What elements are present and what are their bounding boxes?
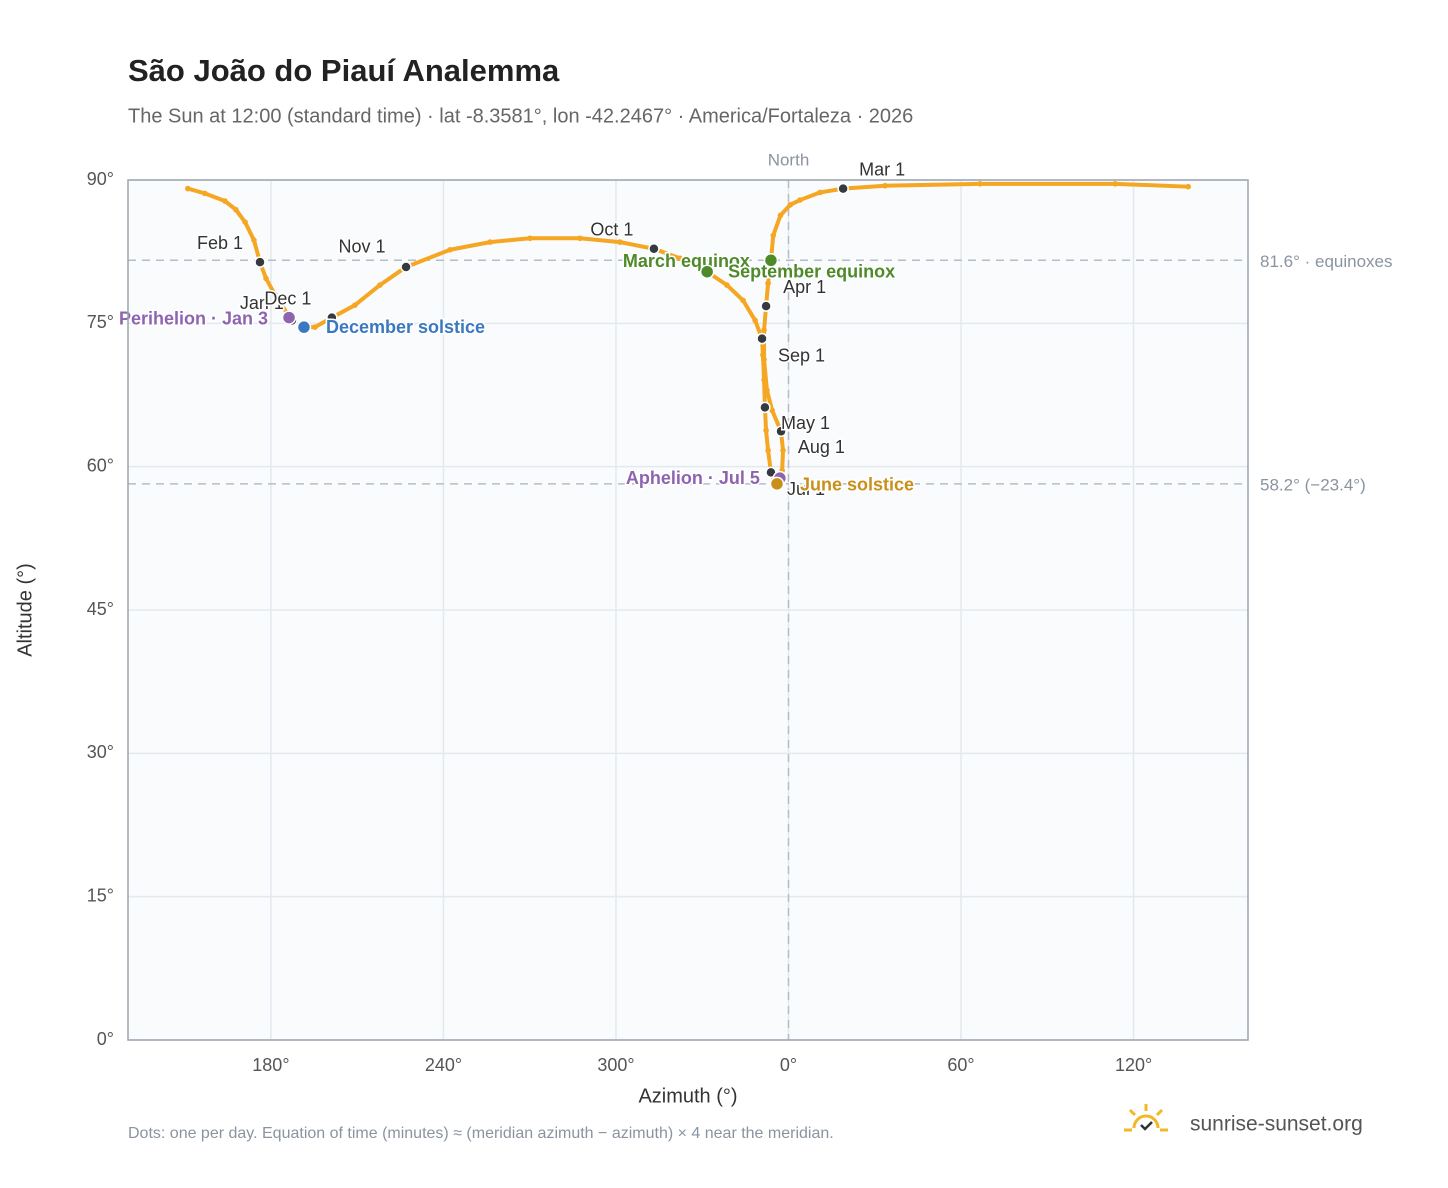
logo-icon [1124,1104,1168,1132]
x-tick-label: 60° [947,1055,974,1075]
chart-subtitle: The Sun at 12:00 (standard time) · lat -… [128,105,913,127]
reference-label: 58.2° (−23.4°) [1260,475,1366,494]
y-axis-label: Altitude (°) [14,563,36,657]
x-tick-label: 0° [780,1055,797,1075]
day-dot [777,212,784,219]
day-dot [251,237,257,243]
day-dot [760,352,766,358]
x-axis-label: Azimuth (°) [638,1085,737,1107]
day-dot [740,297,746,304]
day-dot [765,280,771,287]
day-dot [780,447,786,454]
day-dot [263,275,269,282]
day-dot [352,302,358,308]
date-marker [760,300,772,312]
date-marker [400,261,412,273]
day-dot [761,376,767,383]
marker-label: December solstice [326,317,485,337]
y-tick-label: 60° [87,455,114,475]
date-marker [648,243,660,255]
day-dot [201,190,208,197]
day-dot [1112,181,1118,187]
marker-label: Jul 1 [787,479,825,499]
day-dot [761,356,767,363]
y-tick-label: 45° [87,599,114,619]
y-tick-label: 75° [87,312,114,332]
x-tick-label: 240° [425,1055,462,1075]
day-dot [977,181,983,187]
date-marker [837,182,849,195]
day-dot [272,291,278,298]
date-marker [281,310,297,325]
day-dot [764,387,770,394]
day-dot [770,232,777,239]
date-marker [326,311,338,324]
marker-label: Oct 1 [590,220,633,240]
marker-label: May 1 [781,413,830,433]
marker-label: June solstice [800,475,914,495]
date-marker [254,256,266,268]
day-dot [797,197,803,203]
marker-label: Jan 1 [240,293,284,313]
day-dot [222,198,228,204]
y-tick-label: 15° [87,885,114,905]
day-dot [752,317,758,324]
day-dot [617,239,623,245]
marker-label: Aphelion · Jul 5 [626,468,760,488]
day-dot [761,327,767,333]
x-tick-label: 120° [1115,1055,1152,1075]
chart-title: São João do Piauí Analemma [128,53,560,88]
marker-label: Sep 1 [778,345,825,365]
date-marker [699,264,715,279]
date-marker [759,401,771,414]
day-dot [377,282,383,288]
day-dot [763,427,769,434]
y-tick-label: 0° [97,1029,114,1049]
y-tick-label: 90° [87,169,114,189]
day-dot [817,189,823,196]
marker-label: Perihelion · Jan 3 [119,308,268,328]
day-dot [677,255,683,262]
plot-border [127,179,1249,1041]
day-dot [233,206,239,213]
day-dot [242,219,248,225]
day-dot [447,246,453,253]
plot-layer: Jan 1 Feb 1 Mar 1 Apr 1 May 1 Jul 1 Aug 1 Sep 1… [117,158,1248,1041]
day-dot [724,282,730,288]
marker-label: Feb 1 [197,233,243,253]
footnote: Dots: one per day. Equation of time (min… [128,1125,834,1142]
day-dot [1185,183,1191,190]
date-marker [775,425,787,438]
y-tick-label: 30° [87,742,114,762]
marker-label: Dec 1 [264,288,311,308]
day-dot [312,324,318,330]
day-dot [577,235,583,242]
date-marker [756,332,768,345]
day-dot [527,235,533,242]
reference-label: North [768,150,810,169]
marker-label: Nov 1 [339,237,386,257]
day-dot [765,447,771,454]
marker-label: Mar 1 [859,159,905,179]
marker-label: Aug 1 [798,437,845,457]
day-dot [487,239,493,245]
date-marker [769,476,785,492]
day-dot [882,182,888,189]
date-marker [296,319,312,335]
marker-label: March equinox [623,251,750,271]
x-tick-label: 300° [597,1055,634,1075]
marker-label: Apr 1 [783,277,826,297]
day-dot [769,407,775,414]
marker-label: September equinox [728,261,895,281]
date-marker [763,253,779,268]
day-dot [185,185,191,192]
x-tick-label: 180° [252,1055,289,1075]
day-dot [787,202,794,208]
reference-label: 81.6° · equinoxes [1260,252,1393,271]
brand: sunrise-sunset.org [1190,1113,1363,1136]
